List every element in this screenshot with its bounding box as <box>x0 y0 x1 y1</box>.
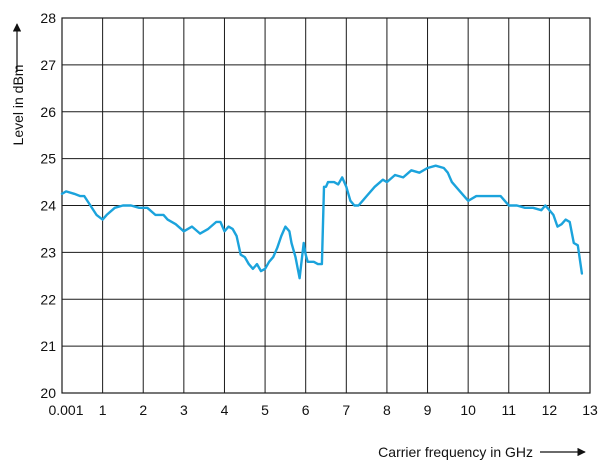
x-tick-labels: 0.001 1 2 3 4 5 6 7 8 9 10 11 12 13 <box>48 402 598 418</box>
x-tick-label: 12 <box>542 402 558 418</box>
x-tick-label: 2 <box>139 402 147 418</box>
y-tick-label: 20 <box>40 385 56 401</box>
plot-frame <box>61 17 591 394</box>
y-axis-label: Level in dBm <box>10 65 26 146</box>
x-tick-label: 1 <box>99 402 107 418</box>
y-tick-label: 21 <box>40 338 56 354</box>
x-tick-label: 10 <box>460 402 476 418</box>
x-tick-label: 11 <box>501 402 516 418</box>
series-group <box>60 164 584 280</box>
y-tick-label: 27 <box>40 57 56 73</box>
series-line <box>60 164 584 280</box>
y-tick-label: 24 <box>40 198 56 214</box>
y-tick-label: 23 <box>40 244 56 260</box>
x-tick-label: 8 <box>383 402 391 418</box>
x-tick-label: 9 <box>424 402 432 418</box>
x-tick-label: 5 <box>261 402 269 418</box>
x-tick-label: 6 <box>302 402 310 418</box>
x-tick-label: 0.001 <box>48 402 83 418</box>
y-tick-label: 22 <box>40 291 56 307</box>
x-tick-label: 7 <box>342 402 350 418</box>
x-tick-label: 13 <box>582 402 598 418</box>
y-tick-label: 28 <box>40 10 56 26</box>
x-tick-label: 4 <box>221 402 229 418</box>
y-tick-labels: 20 21 22 23 24 25 26 27 28 <box>40 10 56 401</box>
y-tick-label: 26 <box>40 104 56 120</box>
y-tick-label: 25 <box>40 151 56 167</box>
x-tick-label: 3 <box>180 402 188 418</box>
x-axis-label: Carrier frequency in GHz <box>378 444 533 460</box>
